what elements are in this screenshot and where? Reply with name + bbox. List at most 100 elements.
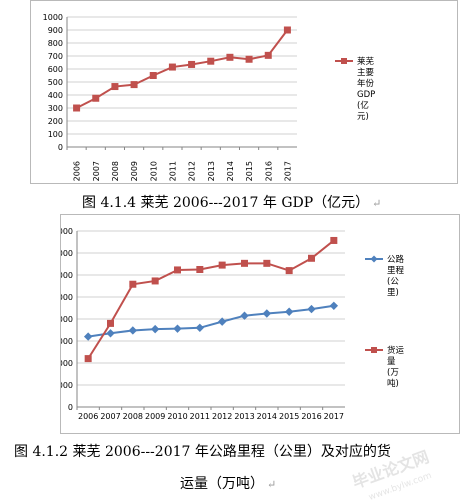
caption-text: 图 4.1.2 莱芜 2006---2017 年公路里程（公里）及对应的货 <box>14 444 391 460</box>
data-point <box>92 94 100 102</box>
x-tick-label: 2009 <box>130 161 139 181</box>
data-point <box>73 104 81 112</box>
data-point <box>217 317 227 326</box>
legend-label: 年份 <box>357 78 375 89</box>
x-tick-label: 2016 <box>301 412 321 421</box>
data-point <box>84 355 92 363</box>
x-tick-label: 2008 <box>123 412 143 421</box>
x-tick-label: 2006 <box>78 412 98 421</box>
legend-label: 吨) <box>387 378 399 389</box>
data-point <box>262 309 272 318</box>
legend-label: 元) <box>357 112 369 122</box>
y-tick-label: 2000 <box>61 359 73 368</box>
series-line <box>87 239 335 360</box>
y-tick-label: 300 <box>48 104 63 113</box>
data-point <box>240 311 249 320</box>
x-tick-label: 2014 <box>257 412 277 421</box>
x-tick-label: 2014 <box>226 161 235 181</box>
legend-label: 公路 <box>387 254 405 265</box>
legend-marker <box>371 347 377 353</box>
x-tick-label: 2007 <box>92 161 101 181</box>
x-tick-label: 2015 <box>279 412 299 421</box>
caption-text: 运量（万吨） <box>180 476 264 492</box>
data-point <box>111 83 119 91</box>
x-tick-label: 2017 <box>324 412 344 421</box>
y-tick-label: 100 <box>48 130 63 139</box>
data-point <box>150 324 160 334</box>
legend-label: 里程 <box>387 266 405 276</box>
y-tick-label: 1000 <box>43 13 63 22</box>
data-point <box>107 319 114 327</box>
x-tick-label: 2017 <box>283 161 292 181</box>
data-point <box>128 326 138 335</box>
x-tick-label: 2010 <box>149 161 158 181</box>
y-tick-label: 800 <box>48 39 63 48</box>
x-tick-label: 2013 <box>234 412 254 421</box>
y-tick-label: 4000 <box>61 315 73 324</box>
data-point <box>173 324 182 333</box>
x-tick-label: 2007 <box>100 412 120 421</box>
legend-marker <box>341 58 347 64</box>
data-point <box>329 301 339 311</box>
gdp-chart-svg: 0 100 200 300 400 500 600 700 800 900 1000 2006 2007… <box>43 13 376 181</box>
data-point <box>151 277 159 285</box>
caption-text: 图 4.1.4 莱芜 2006---2017 年 GDP（亿元） <box>82 195 370 211</box>
legend-label: (万 <box>387 368 399 378</box>
x-tick-label: 2010 <box>167 412 187 421</box>
y-tick-label: 0 <box>58 143 63 152</box>
y-tick-label: 3000 <box>61 337 73 346</box>
x-tick-label: 2016 <box>264 161 273 181</box>
y-tick-label: 8000 <box>61 227 73 236</box>
y-tick-label: 7000 <box>61 249 73 258</box>
legend-marker <box>370 255 378 263</box>
return-mark-icon: ↵ <box>372 197 382 210</box>
y-tick-label: 200 <box>48 117 63 126</box>
y-tick-label: 600 <box>48 65 63 74</box>
watermark-stamp: 毕业论文网 www.bylw.com <box>350 447 433 500</box>
data-point <box>106 329 115 338</box>
data-point <box>330 236 338 244</box>
legend-label: 量 <box>387 357 396 367</box>
data-point <box>149 72 157 79</box>
series-line <box>88 304 334 338</box>
data-point <box>188 60 196 68</box>
data-point <box>195 323 205 333</box>
y-tick-label: 5000 <box>61 293 73 302</box>
x-tick-label: 2012 <box>212 412 232 421</box>
x-tick-label: 2011 <box>168 161 177 181</box>
legend-label: GDP <box>357 90 375 100</box>
road-freight-chart: 0100020003000400050006000700080002006200… <box>60 214 460 434</box>
data-point <box>226 53 234 61</box>
legend-label: 里) <box>387 288 399 298</box>
x-tick-label: 2009 <box>145 412 165 421</box>
figure-caption-road-line1: 图 4.1.2 莱芜 2006---2017 年公路里程（公里）及对应的货 <box>14 441 391 461</box>
data-point <box>283 26 291 34</box>
legend-label: (亿 <box>357 100 369 111</box>
data-point <box>174 266 181 274</box>
y-tick-label: 700 <box>48 52 63 61</box>
x-tick-label: 2012 <box>188 161 197 181</box>
x-tick-label: 2015 <box>245 161 254 181</box>
y-tick-label: 900 <box>48 26 63 35</box>
y-tick-label: 1000 <box>61 381 73 390</box>
x-tick-label: 2011 <box>190 412 210 421</box>
y-tick-label: 6000 <box>61 271 73 280</box>
data-point <box>245 55 253 63</box>
data-point <box>130 81 138 89</box>
y-tick-label: 400 <box>48 91 63 100</box>
legend-label: 主要 <box>357 67 375 78</box>
data-point <box>308 254 315 262</box>
data-point <box>207 57 215 65</box>
data-point <box>83 332 93 341</box>
legend-label: 货运 <box>387 345 405 356</box>
data-point <box>129 280 137 288</box>
data-point <box>196 266 204 273</box>
legend-label: (公 <box>387 277 399 287</box>
road-freight-chart-svg: 0100020003000400050006000700080002006200… <box>61 227 405 421</box>
data-point <box>285 267 293 275</box>
figure-caption-road-line2: 运量（万吨） ↵ <box>180 473 276 493</box>
data-point <box>307 304 316 314</box>
legend-label: 莱芜 <box>357 56 375 67</box>
x-tick-label: 2008 <box>111 161 120 181</box>
gdp-chart: 0 100 200 300 400 500 600 700 800 900 1000 2006 2007… <box>30 0 458 184</box>
